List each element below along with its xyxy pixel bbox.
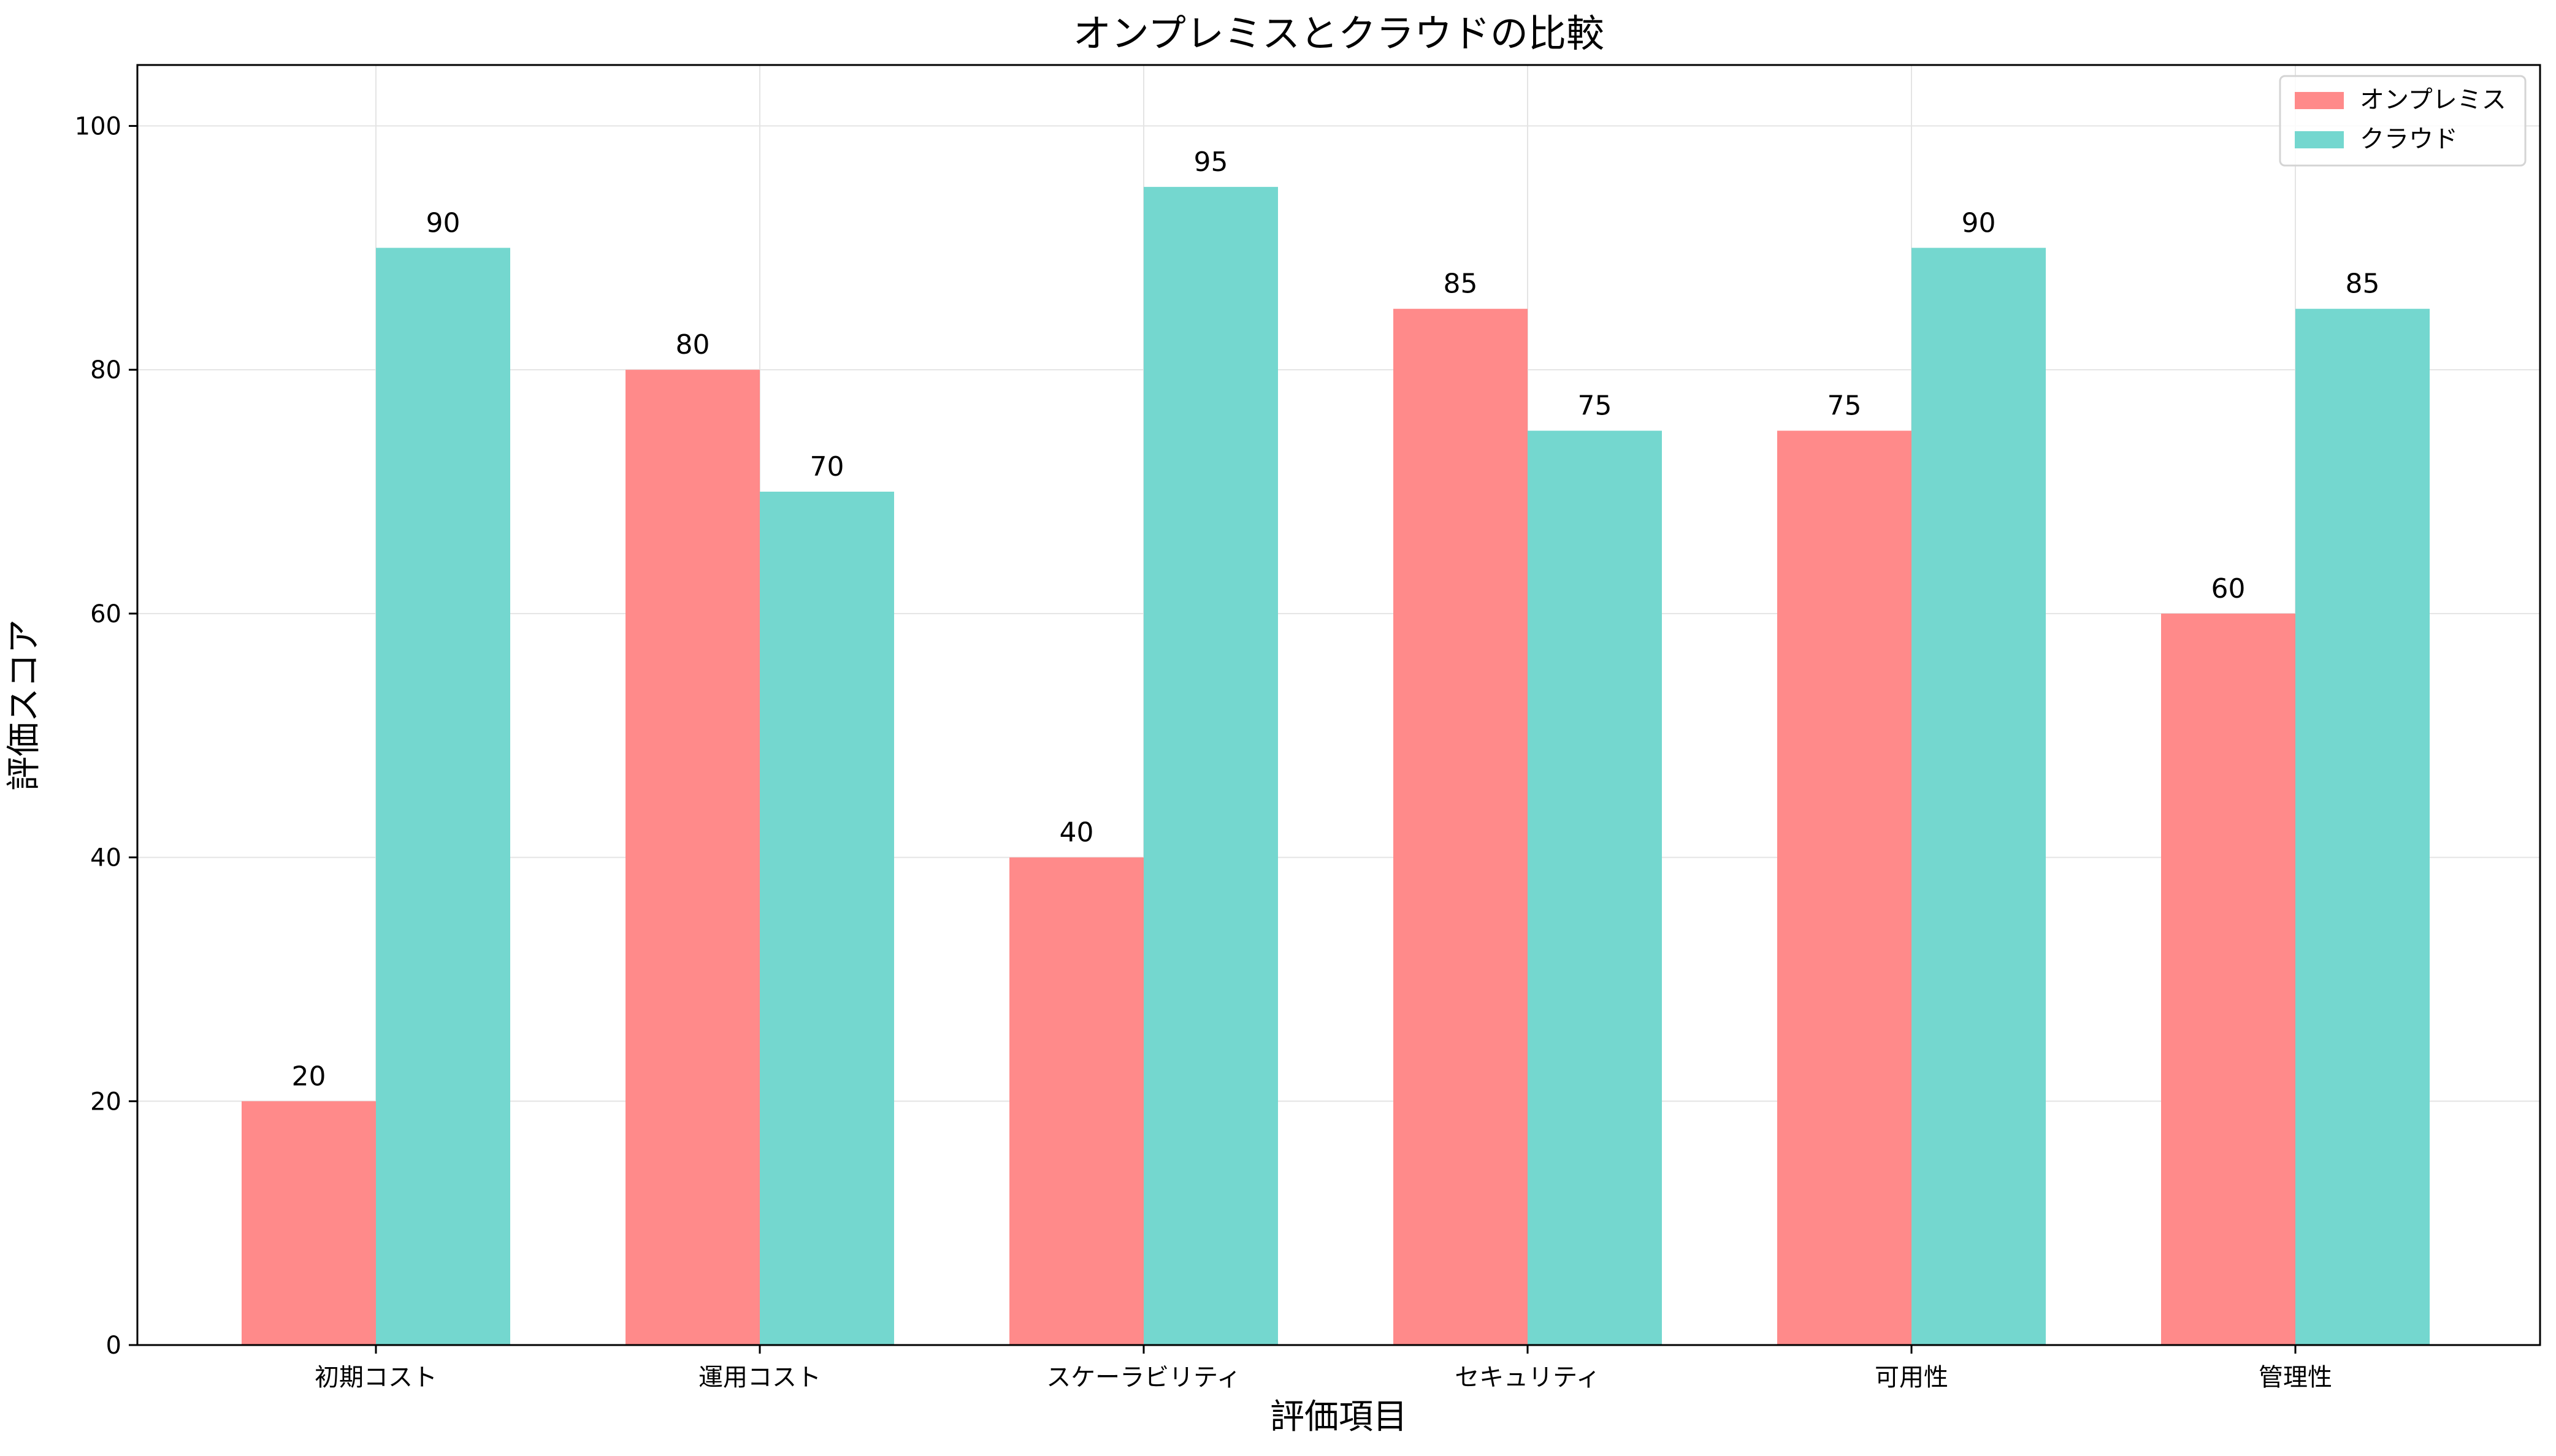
plot-area-frame: [136, 64, 2541, 1346]
bar-value-label: 90: [1962, 207, 1996, 238]
y-axis-label: 評価スコア: [4, 619, 44, 791]
bar-value-label: 90: [426, 207, 461, 238]
bar-value-label: 85: [2346, 269, 2380, 300]
data-labels: 20 80 40 85 75 60 90 70 95 75 90 85: [292, 147, 2380, 1092]
bar-onpremise: [242, 1101, 376, 1345]
x-tick-label: スケーラビリティ: [1046, 1363, 1241, 1392]
bar-value-label: 70: [810, 451, 844, 482]
bar-value-label: 20: [292, 1061, 326, 1092]
y-tick-label: 20: [90, 1088, 121, 1116]
bar-cloud: [760, 492, 894, 1345]
x-tick-label: セキュリティ: [1455, 1363, 1601, 1392]
x-axis-label: 評価項目: [1270, 1397, 1407, 1437]
x-tick-label: 可用性: [1875, 1363, 1948, 1392]
x-tick-label: 管理性: [2259, 1363, 2332, 1392]
legend-swatch: [2295, 92, 2344, 109]
bar-onpremise: [1393, 308, 1528, 1345]
bar-cloud: [1911, 248, 2046, 1346]
y-tick-label: 80: [90, 356, 121, 384]
legend-label: オンプレミス: [2360, 86, 2506, 114]
chart-title: オンプレミスとクラウドの比較: [1073, 11, 1604, 56]
bars: [242, 186, 2430, 1346]
y-tick-label: 0: [106, 1332, 121, 1360]
bar-cloud: [376, 248, 510, 1346]
bar-value-label: 75: [1578, 391, 1612, 422]
bar-value-label: 60: [2211, 573, 2246, 604]
y-tick-label: 40: [90, 844, 121, 872]
axes: 0 20 40 60 80 100 初期コスト 運用コスト スケーラビリティ セキュリティ 可用性 管…: [75, 112, 2332, 1392]
bar-value-label: 40: [1060, 817, 1094, 848]
bar-onpremise: [626, 370, 760, 1346]
legend-swatch: [2295, 131, 2344, 148]
bar-onpremise: [2161, 613, 2295, 1345]
x-tick-label: 初期コスト: [315, 1363, 437, 1392]
bar-value-label: 85: [1444, 269, 1478, 300]
legend-label: クラウド: [2360, 125, 2458, 153]
bar-onpremise: [1009, 857, 1144, 1345]
bar-onpremise: [1777, 430, 1911, 1345]
y-tick-label: 100: [75, 112, 121, 140]
x-tick-label: 運用コスト: [698, 1363, 821, 1392]
bar-value-label: 75: [1827, 391, 1862, 422]
bar-cloud: [1144, 186, 1278, 1345]
y-tick-label: 60: [90, 600, 121, 628]
bar-value-label: 80: [676, 329, 710, 360]
bar-cloud: [2295, 308, 2430, 1345]
bar-value-label: 95: [1194, 147, 1228, 178]
bar-cloud: [1528, 430, 1662, 1345]
